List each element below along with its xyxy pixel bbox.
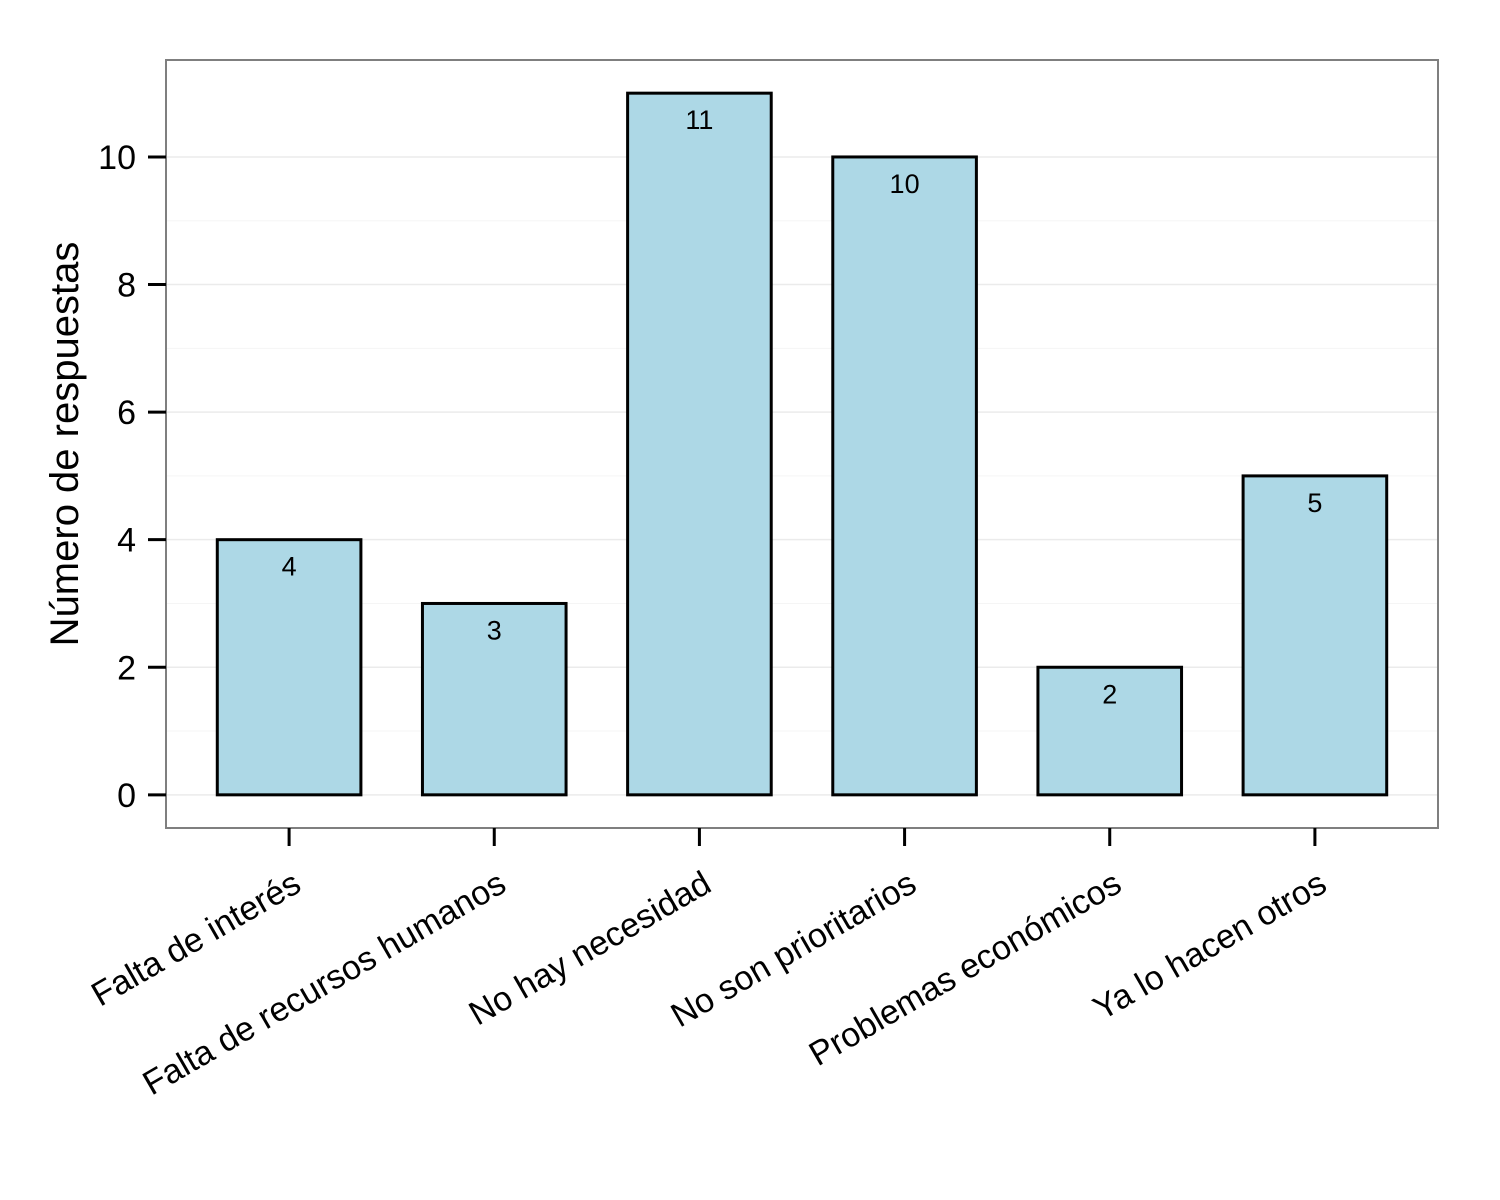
bar-value-label: 10 xyxy=(890,169,920,199)
bar-value-label: 5 xyxy=(1307,488,1322,518)
y-tick-label: 4 xyxy=(117,522,136,560)
y-tick-label: 10 xyxy=(98,139,136,177)
bar xyxy=(831,155,978,797)
grid-lines xyxy=(166,156,1438,796)
y-axis: 0 2 4 6 8 10 xyxy=(98,139,166,815)
y-tick-label: 2 xyxy=(117,649,136,687)
bar xyxy=(420,601,568,797)
x-tick-label: Falta de recursos humanos xyxy=(136,864,512,1103)
data-labels: 4 3 11 10 2 5 xyxy=(282,105,1323,709)
bar-value-label: 11 xyxy=(685,105,713,135)
bar-value-label: 2 xyxy=(1102,679,1117,709)
bar xyxy=(1241,474,1389,797)
y-tick-label: 6 xyxy=(117,394,136,432)
bar xyxy=(626,91,773,797)
bar xyxy=(215,538,363,797)
y-tick-label: 0 xyxy=(117,777,136,815)
y-tick-label: 8 xyxy=(117,267,136,305)
x-tick-label: Ya lo hacen otros xyxy=(1087,864,1333,1028)
y-axis-title: Número de respuestas xyxy=(43,242,87,647)
bars xyxy=(215,91,1389,797)
panel-border xyxy=(165,59,1439,829)
bar-value-label: 3 xyxy=(487,615,502,645)
bar-value-label: 4 xyxy=(282,552,297,582)
bar xyxy=(1036,665,1184,797)
